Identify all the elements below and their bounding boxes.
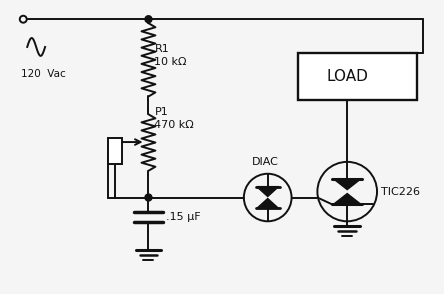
Polygon shape — [333, 193, 361, 204]
Text: 10 kΩ: 10 kΩ — [155, 57, 187, 67]
Text: DIAC: DIAC — [252, 157, 279, 167]
Circle shape — [145, 16, 152, 23]
Polygon shape — [257, 187, 279, 196]
Text: LOAD: LOAD — [326, 69, 368, 84]
Bar — [108, 138, 122, 164]
Polygon shape — [333, 179, 361, 190]
Polygon shape — [257, 198, 279, 208]
Text: P1: P1 — [155, 107, 168, 117]
Text: R1: R1 — [155, 44, 169, 54]
Text: 120  Vac: 120 Vac — [21, 69, 66, 79]
Text: TIC226: TIC226 — [381, 187, 420, 197]
Text: 470 kΩ: 470 kΩ — [155, 120, 194, 130]
Text: .15 μF: .15 μF — [166, 212, 201, 222]
Circle shape — [145, 194, 152, 201]
Bar — [297, 53, 417, 101]
